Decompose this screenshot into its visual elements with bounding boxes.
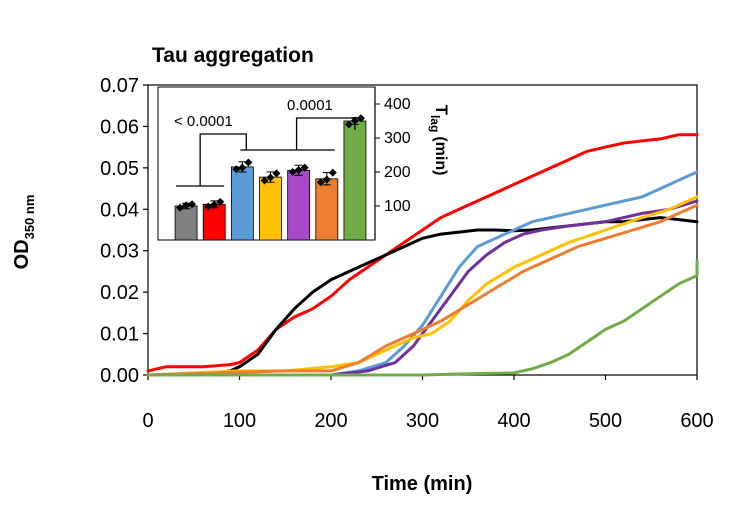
inset-y-label-group: Tlag (min) <box>428 105 451 176</box>
inset-y-tick-label: 300 <box>384 130 411 147</box>
y-axis-label-subscript: 350 nm <box>22 195 37 240</box>
inset-data-point <box>328 168 337 177</box>
inset-bar-1 <box>202 203 226 241</box>
inset-data-point <box>288 168 297 176</box>
inset-bar-5 <box>315 178 339 241</box>
y-tick-label: 0.01 <box>100 324 139 346</box>
series-line-0 <box>146 133 699 373</box>
inset-y-tick-label: 200 <box>384 164 411 181</box>
inset-data-point <box>204 202 213 211</box>
inset-data-point <box>272 169 281 178</box>
series-line-2 <box>146 170 699 377</box>
inset-bar-2 <box>230 166 254 241</box>
inset-bar-0 <box>174 205 198 241</box>
inset-data-point <box>300 163 309 172</box>
inset-y-tick-label: 400 <box>384 96 411 113</box>
x-tick-label: 300 <box>406 410 439 432</box>
y-tick-label: 0.00 <box>100 365 139 387</box>
inset-annotations: < 0.0001 0.0001 <box>174 97 356 187</box>
main-axes: 0.00 0.01 0.02 0.03 0.04 0.05 0.06 0.07 0 100 200 3… <box>100 75 714 432</box>
significance-bracket-2 <box>240 117 356 151</box>
significance-bracket-1 <box>176 133 247 187</box>
y-tick-label: 0.03 <box>100 241 139 263</box>
y-tick-label: 0.07 <box>100 75 139 97</box>
x-tick-label: 400 <box>497 410 530 432</box>
svg-text:Tlag(min): Tlag (min) <box>428 105 451 176</box>
inset-y-label-unit: (min) <box>432 136 449 175</box>
inset-data-point <box>316 178 325 187</box>
x-tick-label: 600 <box>680 410 713 432</box>
inset-data-point <box>344 120 353 129</box>
inset-bar-4 <box>287 169 311 241</box>
inset-bar-6 <box>343 120 367 241</box>
x-tick-label: 200 <box>314 410 347 432</box>
series-line-1 <box>146 216 699 377</box>
inset-bar-3 <box>259 176 282 241</box>
y-axis-label-group: OD350 nm <box>11 195 37 270</box>
series-line-3 <box>146 199 699 377</box>
inset-data-point <box>260 176 269 185</box>
inset-data-point <box>176 203 185 212</box>
inset-data-point <box>232 165 241 174</box>
inset-data-point <box>182 201 191 210</box>
inset-data-point <box>266 173 275 182</box>
series-line-6 <box>146 259 699 377</box>
inset-y-label-subscript: lag <box>428 115 442 132</box>
y-tick-label: 0.04 <box>100 199 139 221</box>
series-line-5 <box>146 203 699 377</box>
y-tick-label: 0.02 <box>100 282 139 304</box>
inset-data-point <box>210 200 219 209</box>
x-tick-label: 100 <box>223 410 256 432</box>
inset-data-point <box>216 197 225 206</box>
inset-data-point <box>356 114 365 123</box>
inset-data-point <box>294 165 303 174</box>
significance-label-1: < 0.0001 <box>174 113 233 130</box>
inset-data-point <box>188 200 197 209</box>
x-axis-label: Time (min) <box>372 473 473 495</box>
inset-data-point <box>238 163 247 172</box>
inset-data-point <box>322 175 331 184</box>
inset-y-tick-label: 100 <box>384 198 411 215</box>
inset-data-point <box>244 158 253 167</box>
x-tick-label: 500 <box>589 410 622 432</box>
svg-text:OD350 nm: OD350 nm <box>11 195 37 270</box>
chart-title: Tau aggregation <box>152 44 314 67</box>
inset-chart: 100 200 300 400 < 0.0001 0.0001 Tlag (min) <box>157 86 451 241</box>
inset-y-label: T <box>432 105 451 116</box>
y-tick-label: 0.05 <box>100 158 139 180</box>
significance-label-2: 0.0001 <box>287 97 333 114</box>
inset-bars <box>157 86 376 241</box>
main-series <box>146 133 699 377</box>
y-tick-label: 0.06 <box>100 116 139 138</box>
y-axis-label: OD <box>11 239 33 269</box>
x-tick-label: 0 <box>142 410 153 432</box>
inset-axes: 100 200 300 400 <box>374 87 411 240</box>
